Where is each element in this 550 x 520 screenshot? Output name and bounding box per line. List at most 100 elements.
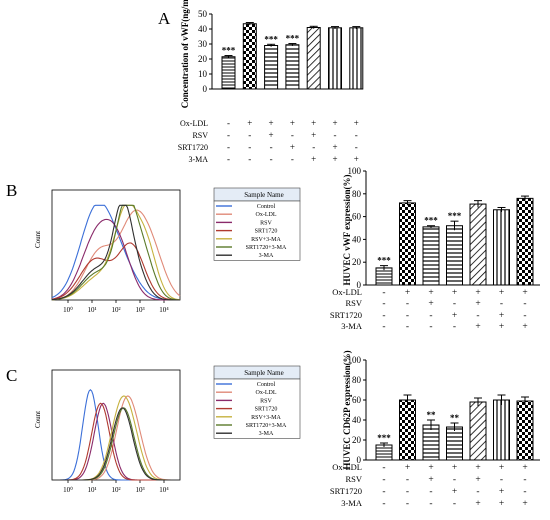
chart-a-condition-sign: - [291, 154, 294, 164]
chart-a-ytick-label: 20 [198, 54, 208, 64]
chart-a-condition-sign: - [355, 130, 358, 140]
histogram-b-legend-entry: RSV+3-MA [251, 237, 281, 243]
chart-c-condition-sign: + [475, 475, 480, 485]
chart-c-condition-sign: + [499, 499, 504, 509]
chart-a-condition-sign: - [227, 118, 230, 128]
chart-a-condition-sign: - [227, 130, 230, 140]
chart-a-ylabel: Concentration of vWF(ng/ml) [180, 0, 190, 108]
chart-c-condition-label: SRT1720 [330, 486, 362, 496]
chart-b-ytick-label: 80 [352, 189, 362, 199]
chart-b-condition-sign: - [382, 311, 385, 321]
chart-c-condition-sign: - [429, 499, 432, 509]
histogram-c-legend-entry: 3-MA [259, 431, 274, 437]
chart-c-bar [493, 399, 510, 461]
chart-c-condition-sign: - [382, 475, 385, 485]
chart-b-condition-sign: - [523, 311, 526, 321]
histogram-c-curve [52, 395, 180, 481]
chart-c-bar [422, 424, 440, 461]
chart-b-condition-sign: + [522, 322, 527, 332]
chart-c-condition-sign: + [428, 463, 433, 473]
chart-b-bar [446, 225, 463, 286]
chart-c-condition-sign: - [523, 487, 526, 497]
histogram-b-legend-entry: Control [257, 204, 276, 210]
chart-b-condition-sign: - [429, 322, 432, 332]
chart-c-condition-label: RSV [345, 474, 362, 484]
chart-a-ytick-label: 30 [198, 39, 208, 49]
histogram-b-xtick-label: 10¹ [87, 306, 96, 314]
chart-b-bar [375, 267, 393, 286]
chart-c-condition-sign: - [406, 499, 409, 509]
histogram-b-legend-entry: 3-MA [259, 253, 274, 259]
histogram-b-curve [52, 204, 180, 301]
chart-a-condition-sign: + [311, 130, 316, 140]
chart-b-ytick-label: 40 [352, 234, 362, 244]
chart-b-condition-label: SRT1720 [330, 310, 362, 320]
histogram-c-legend-entry: RSV+3-MA [251, 415, 281, 421]
histogram-c-legend: Sample Name Control Ox-LDL RSV SRT1720 RSV+3-… [213, 365, 301, 439]
chart-a-condition-sign: - [227, 142, 230, 152]
histogram-b-curve [51, 242, 181, 301]
chart-b-ytick-label: 60 [352, 212, 362, 222]
chart-a-condition-sign: - [270, 142, 273, 152]
chart-b-condition-sign: - [523, 299, 526, 309]
chart-c-ytick-label: 20 [352, 435, 362, 445]
chart-a-condition-sign: + [290, 118, 295, 128]
chart-c-bar [375, 444, 393, 461]
histogram-b-xtick-label: 10³ [135, 306, 144, 314]
histogram-b-curve [51, 218, 180, 301]
chart-c-condition-label: 3-MA [341, 498, 363, 508]
bar-chart-a: 0 10 20 30 40 50 Concentration of vWF(ng/ml) **… [178, 0, 364, 164]
chart-b-condition-sign: - [429, 311, 432, 321]
chart-c-condition-sign: + [475, 463, 480, 473]
histogram-c: Count 10⁰ 10¹ 10² 10³ 10⁴ Sample Name Control… [34, 365, 301, 494]
chart-a-condition-label: RSV [192, 131, 208, 140]
histogram-c-legend-entry: RSV [260, 398, 272, 404]
chart-a-condition-sign: + [269, 130, 274, 140]
chart-a-condition-sign: + [332, 118, 337, 128]
panel-label-a: A [158, 9, 171, 28]
chart-c-condition-sign: - [476, 487, 479, 497]
histogram-c-legend-header: Sample Name [244, 369, 283, 377]
chart-a-condition-sign: - [270, 154, 273, 164]
chart-c-condition-sign: - [382, 463, 385, 473]
chart-b-condition-label: 3-MA [341, 321, 363, 331]
chart-b-condition-sign: + [475, 299, 480, 309]
histogram-b-xtick-label: 10² [111, 306, 120, 314]
chart-b-condition-sign: + [499, 288, 504, 298]
chart-b-significance: *** [377, 256, 391, 266]
chart-b-condition-sign: - [500, 299, 503, 309]
chart-a-condition-label: Ox-LDL [180, 119, 208, 128]
chart-b-condition-sign: + [452, 311, 457, 321]
chart-c-condition-sign: - [406, 487, 409, 497]
histogram-c-legend-entry: SRT1720 [255, 407, 278, 413]
chart-b-condition-sign: + [405, 288, 410, 298]
chart-b-condition-sign: + [452, 288, 457, 298]
chart-c-condition-sign: - [382, 487, 385, 497]
chart-a-condition-sign: + [354, 118, 359, 128]
chart-c-condition-label: Ox-LDL [332, 462, 362, 472]
histogram-b-xtick-label: 10⁴ [159, 306, 169, 314]
histogram-b-legend-header: Sample Name [244, 191, 283, 199]
chart-b-condition-sign: - [453, 299, 456, 309]
chart-c-bar [516, 400, 534, 461]
chart-c-condition-sign: - [453, 475, 456, 485]
chart-a-bar [221, 56, 236, 90]
chart-a-ytick-label: 40 [198, 24, 208, 34]
chart-c-condition-sign: + [499, 463, 504, 473]
chart-c-ylabel: HUVEC CD62P expression(%) [342, 350, 352, 469]
chart-b-condition-sign: - [382, 299, 385, 309]
chart-c-condition-sign: - [523, 475, 526, 485]
chart-a-ytick-label: 10 [198, 69, 208, 79]
histogram-c-xtick-label: 10¹ [87, 486, 96, 494]
chart-b-condition-sign: + [522, 288, 527, 298]
chart-a-condition-sign: + [269, 118, 274, 128]
chart-c-bar [446, 426, 463, 461]
histogram-b-legend-entry: RSV [260, 220, 272, 226]
chart-c-significance: *** [377, 433, 391, 443]
chart-c-condition-sign: - [406, 475, 409, 485]
chart-a-condition-sign: + [290, 142, 295, 152]
chart-c-ytick-label: 100 [348, 355, 362, 365]
chart-a-condition-sign: + [247, 118, 252, 128]
chart-a-bar [328, 27, 342, 90]
